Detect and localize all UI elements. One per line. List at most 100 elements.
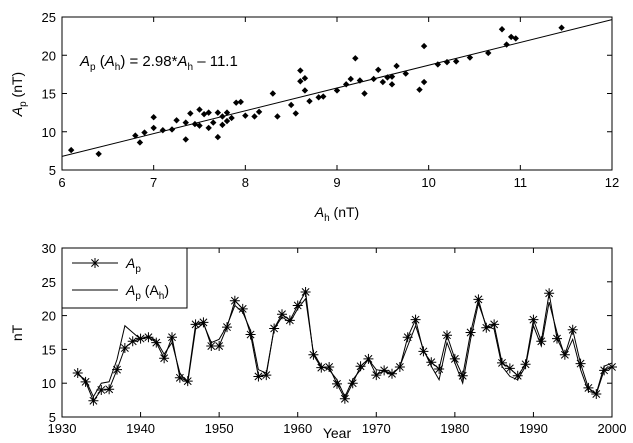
scatter-point [503, 41, 510, 48]
series-line-1 [77, 297, 613, 398]
series-star-point [316, 362, 327, 373]
scatter-point [384, 74, 391, 81]
series-star-point [607, 361, 617, 372]
timeseries-x-tick-label: 1990 [519, 421, 548, 436]
timeseries-x-tick-label: 1980 [440, 421, 469, 436]
series-star-point [473, 294, 484, 305]
series-star-point [159, 353, 170, 364]
legend-label-ap-ah: Ap (Ah) [125, 282, 169, 302]
series-star-point [347, 378, 358, 389]
scatter-y-tick-label: 25 [42, 10, 56, 25]
timeseries-y-tick-label: 15 [42, 342, 56, 357]
scatter-point [379, 78, 387, 86]
scatter-point [512, 35, 519, 42]
timeseries-x-tick-label: 1960 [283, 421, 312, 436]
series-star-point [308, 349, 319, 360]
scatter-point [269, 90, 277, 97]
scatter-point [301, 75, 309, 82]
series-star-point [119, 343, 130, 354]
timeseries-x-tick-label: 1940 [126, 421, 155, 436]
series-star-point [504, 363, 515, 374]
scatter-point [393, 62, 400, 70]
series-star-point [222, 322, 232, 333]
timeseries-y-tick-label: 5 [49, 410, 56, 425]
scatter-point [434, 61, 442, 68]
scatter-point [187, 110, 194, 117]
series-star-point [151, 337, 162, 348]
series-star-point [135, 333, 146, 344]
scatter-point [242, 112, 249, 119]
series-star-point [591, 389, 602, 400]
series-star-point [497, 357, 507, 368]
series-star-point [536, 336, 547, 347]
scatter-point [388, 73, 396, 80]
timeseries-y-tick-label: 30 [42, 241, 56, 256]
legend-label-ap: Ap [125, 255, 141, 275]
series-star-point [544, 288, 555, 299]
series-star-point [457, 370, 468, 381]
scatter-point [223, 109, 231, 116]
scatter-y-axis-label: Ap (nT) [9, 72, 29, 117]
scatter-point [232, 99, 240, 106]
series-star-point [167, 332, 177, 343]
series-star-point [339, 393, 350, 404]
series-star-point [174, 372, 185, 383]
legend-box [61, 247, 188, 309]
scatter-point [416, 86, 423, 93]
series-star-point [300, 286, 311, 297]
scatter-point [347, 75, 354, 83]
series-star-point [465, 327, 476, 338]
series-star-point [96, 384, 107, 395]
scatter-point [182, 136, 189, 143]
series-star-point [324, 361, 335, 372]
scatter-point [67, 146, 75, 154]
series-star-point [583, 382, 594, 393]
scatter-point [420, 42, 428, 50]
scatter-point [214, 133, 222, 141]
series-star-point [214, 341, 225, 352]
legend-star-shape [90, 258, 100, 268]
scatter-point [375, 66, 382, 73]
scatter-point [168, 126, 176, 133]
scatter-point [223, 117, 231, 125]
series-star-point [237, 303, 248, 314]
series-star-point [489, 319, 500, 330]
series-star-point [481, 322, 492, 333]
timeseries-x-tick-label: 1930 [48, 421, 77, 436]
timeseries-y-tick-label: 10 [42, 376, 56, 391]
series-star-point [379, 365, 390, 376]
series-star-point [387, 368, 397, 379]
series-star-point [88, 395, 99, 406]
scatter-point [219, 113, 226, 120]
scatter-point [150, 114, 157, 121]
scatter-x-tick-label: 9 [333, 175, 340, 190]
scatter-point [196, 106, 203, 113]
scatter-point [443, 58, 451, 66]
scatter-point [159, 127, 167, 134]
series-star-point [112, 364, 122, 375]
scatter-point [292, 110, 299, 117]
scatter-point [150, 124, 157, 132]
scatter-x-tick-label: 6 [58, 175, 65, 190]
series-star-point [143, 332, 154, 343]
scatter-ticks: 6 7 8 9 10 11 12 5 10 15 20 25 [42, 10, 620, 190]
scatter-point [402, 70, 409, 77]
timeseries-x-tick-label: 1950 [205, 421, 234, 436]
scatter-point [95, 150, 102, 158]
scatter-point [361, 90, 368, 97]
scatter-panel: 6 7 8 9 10 11 12 5 10 15 20 25 Ap (Ah) = 2.98*Ah – … [9, 10, 619, 224]
scatter-x-axis-label: Ah (nT) [314, 204, 359, 224]
scatter-point [452, 58, 460, 65]
series-star-point [442, 330, 452, 341]
scatter-y-tick-label: 10 [42, 125, 56, 140]
series-star-point [253, 371, 264, 382]
scatter-point [251, 113, 258, 120]
scatter-x-tick-label: 7 [150, 175, 157, 190]
series-star-point [127, 336, 138, 347]
series-star-point [292, 300, 303, 311]
scatter-point [255, 108, 263, 116]
timeseries-x-axis-label: Year [323, 425, 352, 441]
series-star-point [245, 329, 256, 340]
series-star-point [229, 295, 240, 306]
series-star-point [528, 314, 539, 325]
